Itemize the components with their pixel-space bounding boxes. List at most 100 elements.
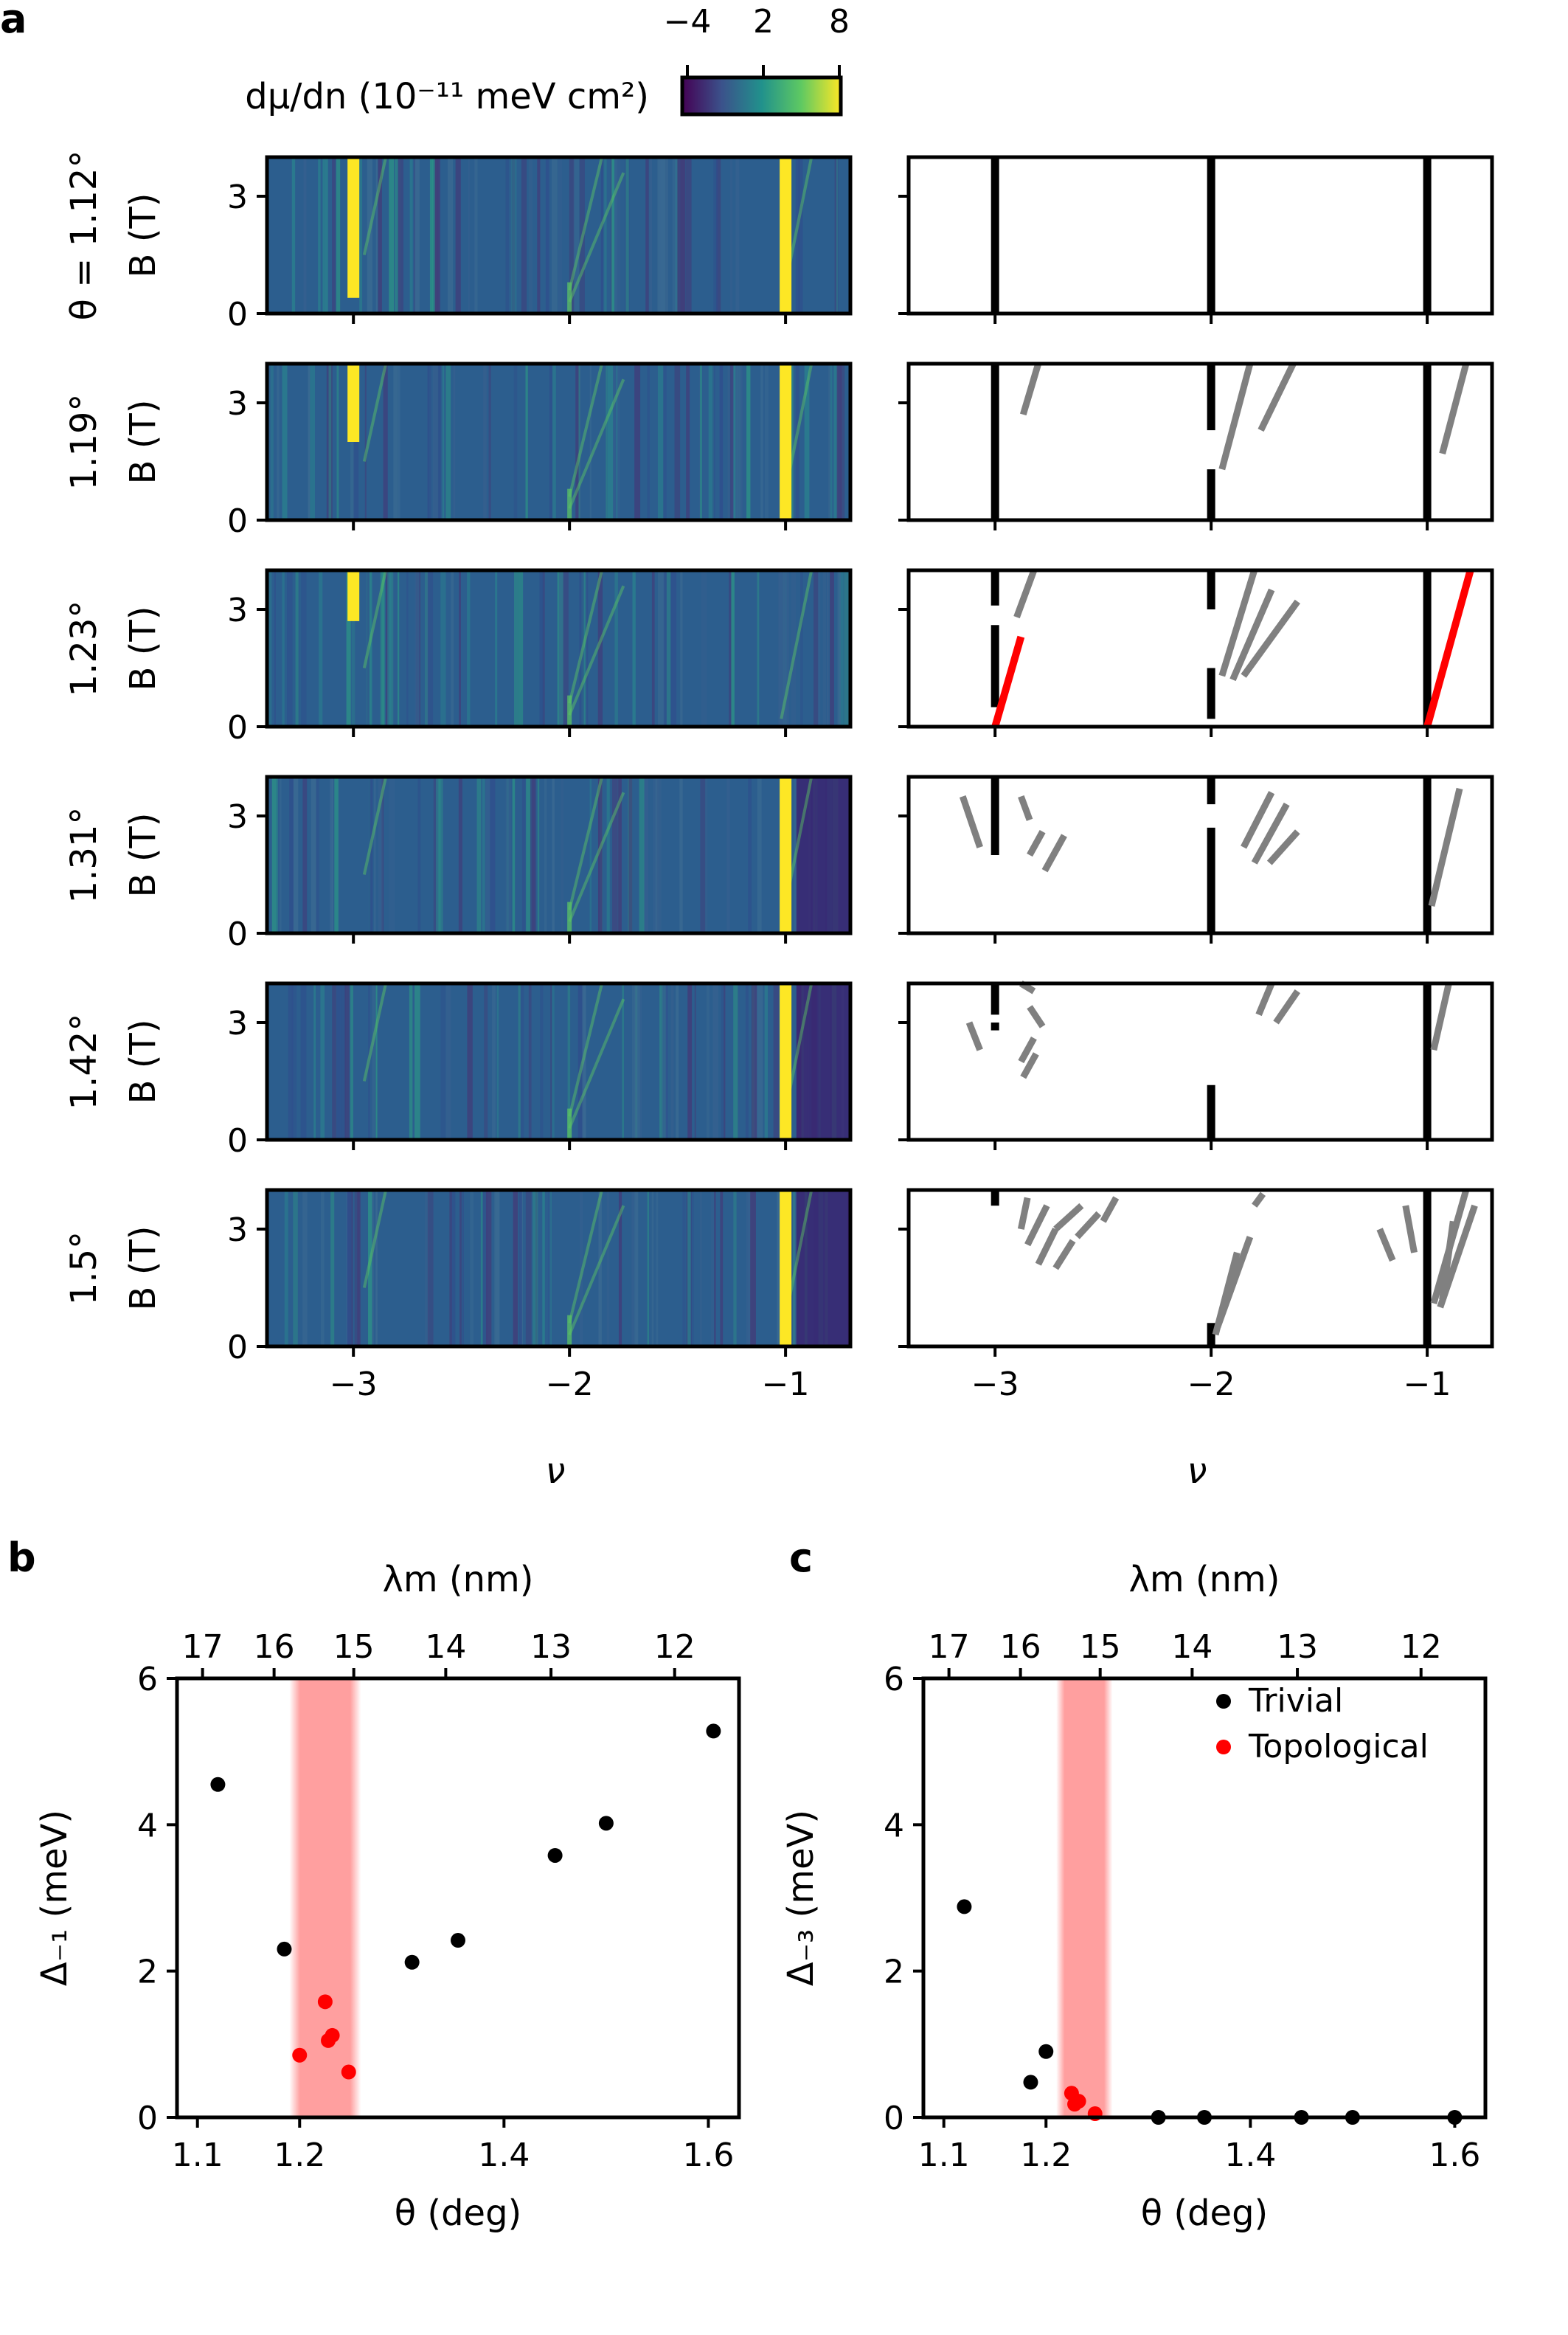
top-tick-label: 12	[1401, 1628, 1442, 1666]
heatmap-texture	[494, 1190, 500, 1346]
heatmap-texture	[282, 570, 285, 727]
heatmap-texture	[611, 777, 618, 933]
heatmap-content	[267, 364, 850, 520]
heatmap-texture	[685, 157, 692, 314]
heatmap-frame	[265, 362, 853, 522]
heatmap-texture	[700, 777, 706, 933]
heatmap-row	[265, 981, 853, 1142]
heatmap-texture	[300, 983, 307, 1140]
schematic-line-gray	[1020, 1052, 1039, 1079]
heatmap-background	[267, 364, 850, 520]
heatmap-texture	[676, 983, 679, 1140]
heatmap-texture	[794, 777, 798, 933]
row-angle-label: θ = 1.12°	[63, 151, 105, 321]
schematic-line-gray	[1229, 588, 1275, 682]
heatmap-texture	[513, 364, 518, 520]
heatmap-texture	[606, 777, 610, 933]
heatmap-texture	[573, 157, 580, 314]
heatmap-texture	[302, 777, 308, 933]
heatmap-texture	[351, 570, 355, 727]
heatmap-texture	[310, 364, 315, 520]
heatmap-feature	[568, 792, 625, 922]
heatmap-feature	[362, 157, 388, 255]
schematic-line-red	[1423, 569, 1474, 728]
heatmap-texture	[662, 157, 665, 314]
heatmap-texture	[700, 364, 702, 520]
y-tick-label: 0	[137, 2100, 158, 2137]
heatmap-texture	[484, 983, 488, 1140]
heatmap-texture	[545, 157, 549, 314]
schematic-line-gray	[1218, 569, 1258, 677]
heatmap-texture	[715, 157, 718, 314]
top-tick-label: 13	[530, 1628, 572, 1666]
heatmap-texture	[535, 1190, 538, 1346]
schematic-line-gray	[1402, 1205, 1418, 1253]
y-tick-label: 3	[227, 385, 248, 423]
heatmap-texture	[357, 1190, 361, 1346]
heatmap-texture	[540, 983, 544, 1140]
heatmap-texture	[440, 570, 446, 727]
heatmap-texture	[533, 1190, 538, 1346]
heatmap-texture	[713, 157, 716, 314]
heatmap-texture	[474, 157, 478, 314]
heatmap-texture	[729, 570, 732, 727]
heatmap-texture	[822, 570, 827, 727]
schematic-row	[906, 568, 1494, 729]
heatmap-texture	[578, 364, 580, 520]
heatmap-texture	[406, 570, 409, 727]
heatmap-texture	[720, 1190, 724, 1346]
y-tick-label: 3	[227, 179, 248, 216]
heatmap-texture	[600, 157, 606, 314]
heatmap-texture	[438, 777, 443, 933]
x-tick-label: −1	[1404, 1366, 1451, 1403]
heatmap-texture	[729, 157, 733, 314]
heatmap-texture	[655, 777, 657, 933]
heatmap-texture	[380, 570, 385, 727]
heatmap-texture	[367, 570, 370, 727]
schematic-frame	[906, 568, 1494, 729]
x-axis-label: θ (deg)	[395, 2193, 522, 2234]
heatmap-texture	[733, 983, 738, 1140]
heatmap-texture	[663, 570, 665, 727]
heatmap-texture	[662, 983, 667, 1140]
schematic-line-gray	[1019, 362, 1042, 416]
heatmap-row	[265, 568, 853, 729]
schematic-line-gray	[1252, 1191, 1266, 1208]
heatmap-texture	[449, 1190, 452, 1346]
heatmap-texture	[677, 157, 680, 314]
row-angle-label: 1.31°	[63, 807, 105, 904]
heatmap-texture	[804, 364, 810, 520]
heatmap-texture	[828, 364, 830, 520]
heatmap-texture	[663, 364, 667, 520]
schematic-background	[909, 364, 1492, 520]
heatmap-texture	[614, 570, 618, 727]
heatmap-texture	[346, 570, 351, 727]
heatmap-texture	[625, 157, 629, 314]
legend-label: Trivial	[1248, 1682, 1343, 1720]
heatmap-feature	[568, 378, 625, 509]
heatmap-texture	[649, 157, 653, 314]
heatmap-texture	[672, 157, 677, 314]
colorbar-tick-label: −4	[664, 3, 712, 41]
x-tick-label: 1.4	[1224, 2137, 1276, 2174]
heatmap-texture	[482, 1190, 488, 1346]
heatmap-texture	[320, 1190, 325, 1346]
heatmap-texture	[647, 1190, 649, 1346]
heatmap-content	[267, 777, 850, 933]
x-tick-label: 1.2	[1020, 2137, 1072, 2174]
heatmap-texture	[748, 777, 752, 933]
heatmap-texture	[544, 777, 547, 933]
heatmap-texture	[354, 1190, 360, 1346]
schematic-line-gray	[1027, 830, 1046, 857]
row-angle-label: 1.5°	[63, 1231, 105, 1305]
schematic-line-gray	[1241, 791, 1275, 849]
heatmap-texture	[313, 983, 316, 1140]
heatmap-texture	[724, 983, 726, 1140]
heatmap-texture	[276, 777, 278, 933]
heatmap-texture	[288, 983, 294, 1140]
heatmap-texture	[442, 364, 445, 520]
heatmap-texture	[751, 983, 757, 1140]
point-topological	[292, 2047, 308, 2063]
heatmap-texture	[826, 570, 829, 727]
schematic-frame	[906, 981, 1494, 1142]
